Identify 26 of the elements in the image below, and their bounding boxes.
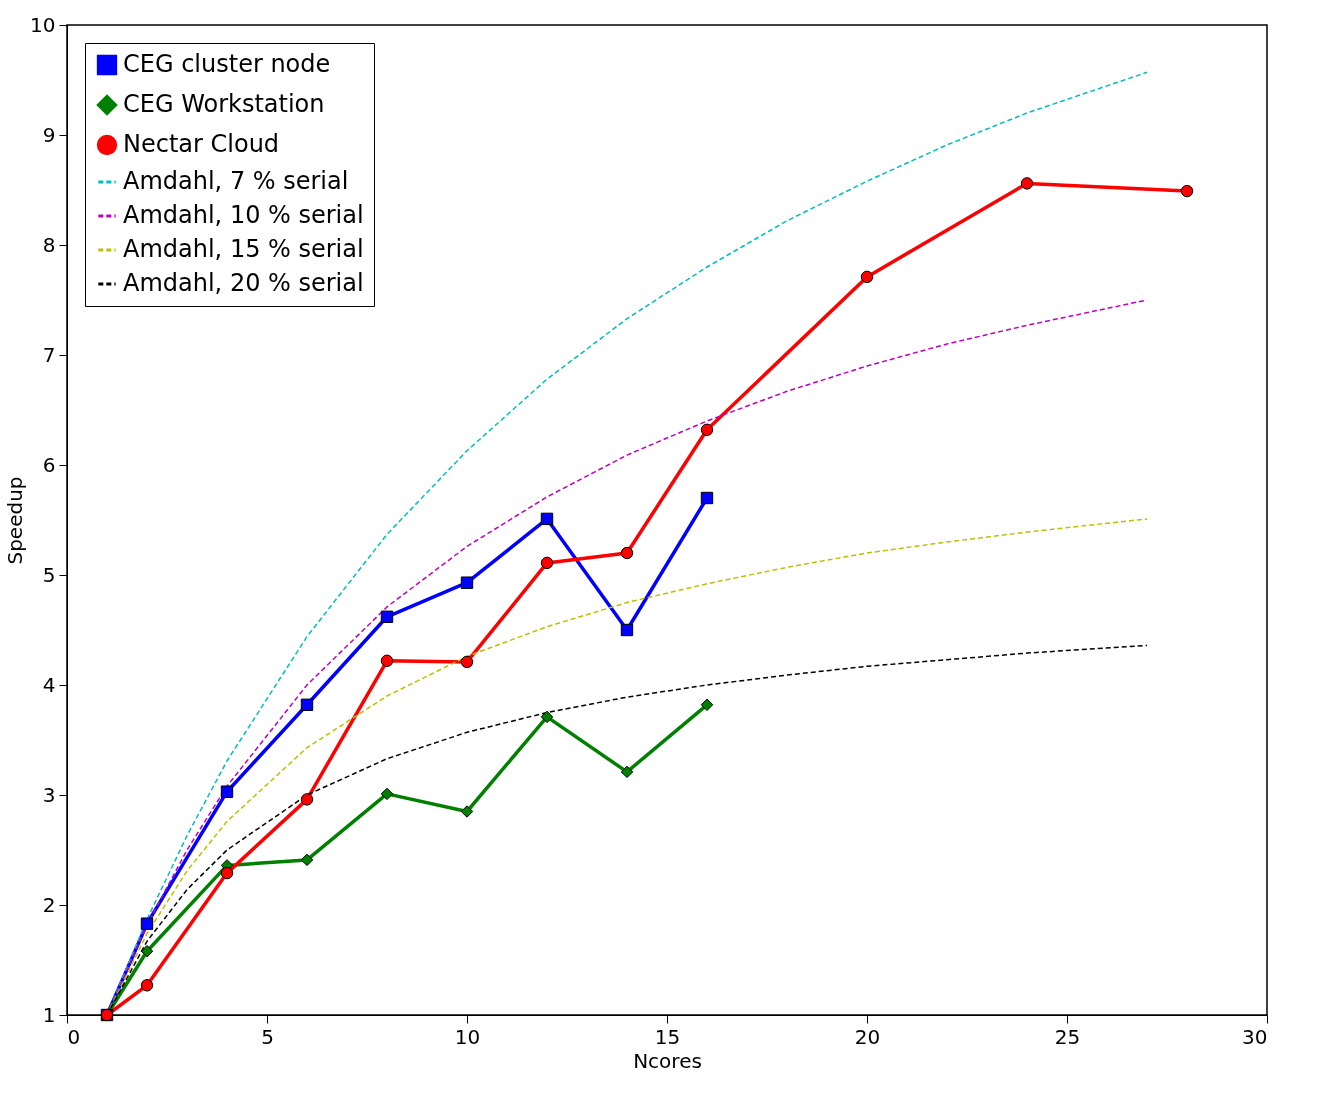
y-tick-label: 7 (42, 342, 56, 367)
legend-label: CEG cluster node (123, 50, 331, 78)
y-tick-label: 6 (42, 452, 56, 477)
x-tick-label: 5 (261, 1024, 274, 1049)
x-tick-label: 0 (67, 1024, 81, 1049)
legend-label: Amdahl, 20 % serial (123, 269, 364, 297)
y-tick-label: 9 (42, 122, 56, 147)
legend-label: Amdahl, 15 % serial (123, 235, 364, 263)
y-axis-title: Speedup (3, 476, 28, 565)
legend-label: Nectar Cloud (123, 130, 280, 158)
x-tick-label: 25 (1054, 1024, 1081, 1049)
legend-label: Amdahl, 7 % serial (123, 167, 349, 195)
x-axis-title: Ncores (633, 1048, 702, 1073)
y-tick-label: 2 (42, 892, 56, 917)
legend-label: Amdahl, 10 % serial (123, 201, 364, 229)
y-tick-label: 4 (42, 672, 56, 697)
x-tick-label: 10 (454, 1024, 481, 1049)
y-tick-label: 8 (42, 232, 56, 257)
y-tick-label: 1 (42, 1002, 56, 1027)
y-tick-label: 3 (42, 782, 56, 807)
x-tick-label: 20 (854, 1024, 881, 1049)
y-tick-label: 5 (42, 562, 56, 587)
x-tick-label: 15 (654, 1024, 681, 1049)
legend-label: CEG Workstation (123, 90, 325, 118)
x-tick-label: 30 (1242, 1024, 1268, 1049)
y-tick-label: 10 (30, 12, 56, 37)
